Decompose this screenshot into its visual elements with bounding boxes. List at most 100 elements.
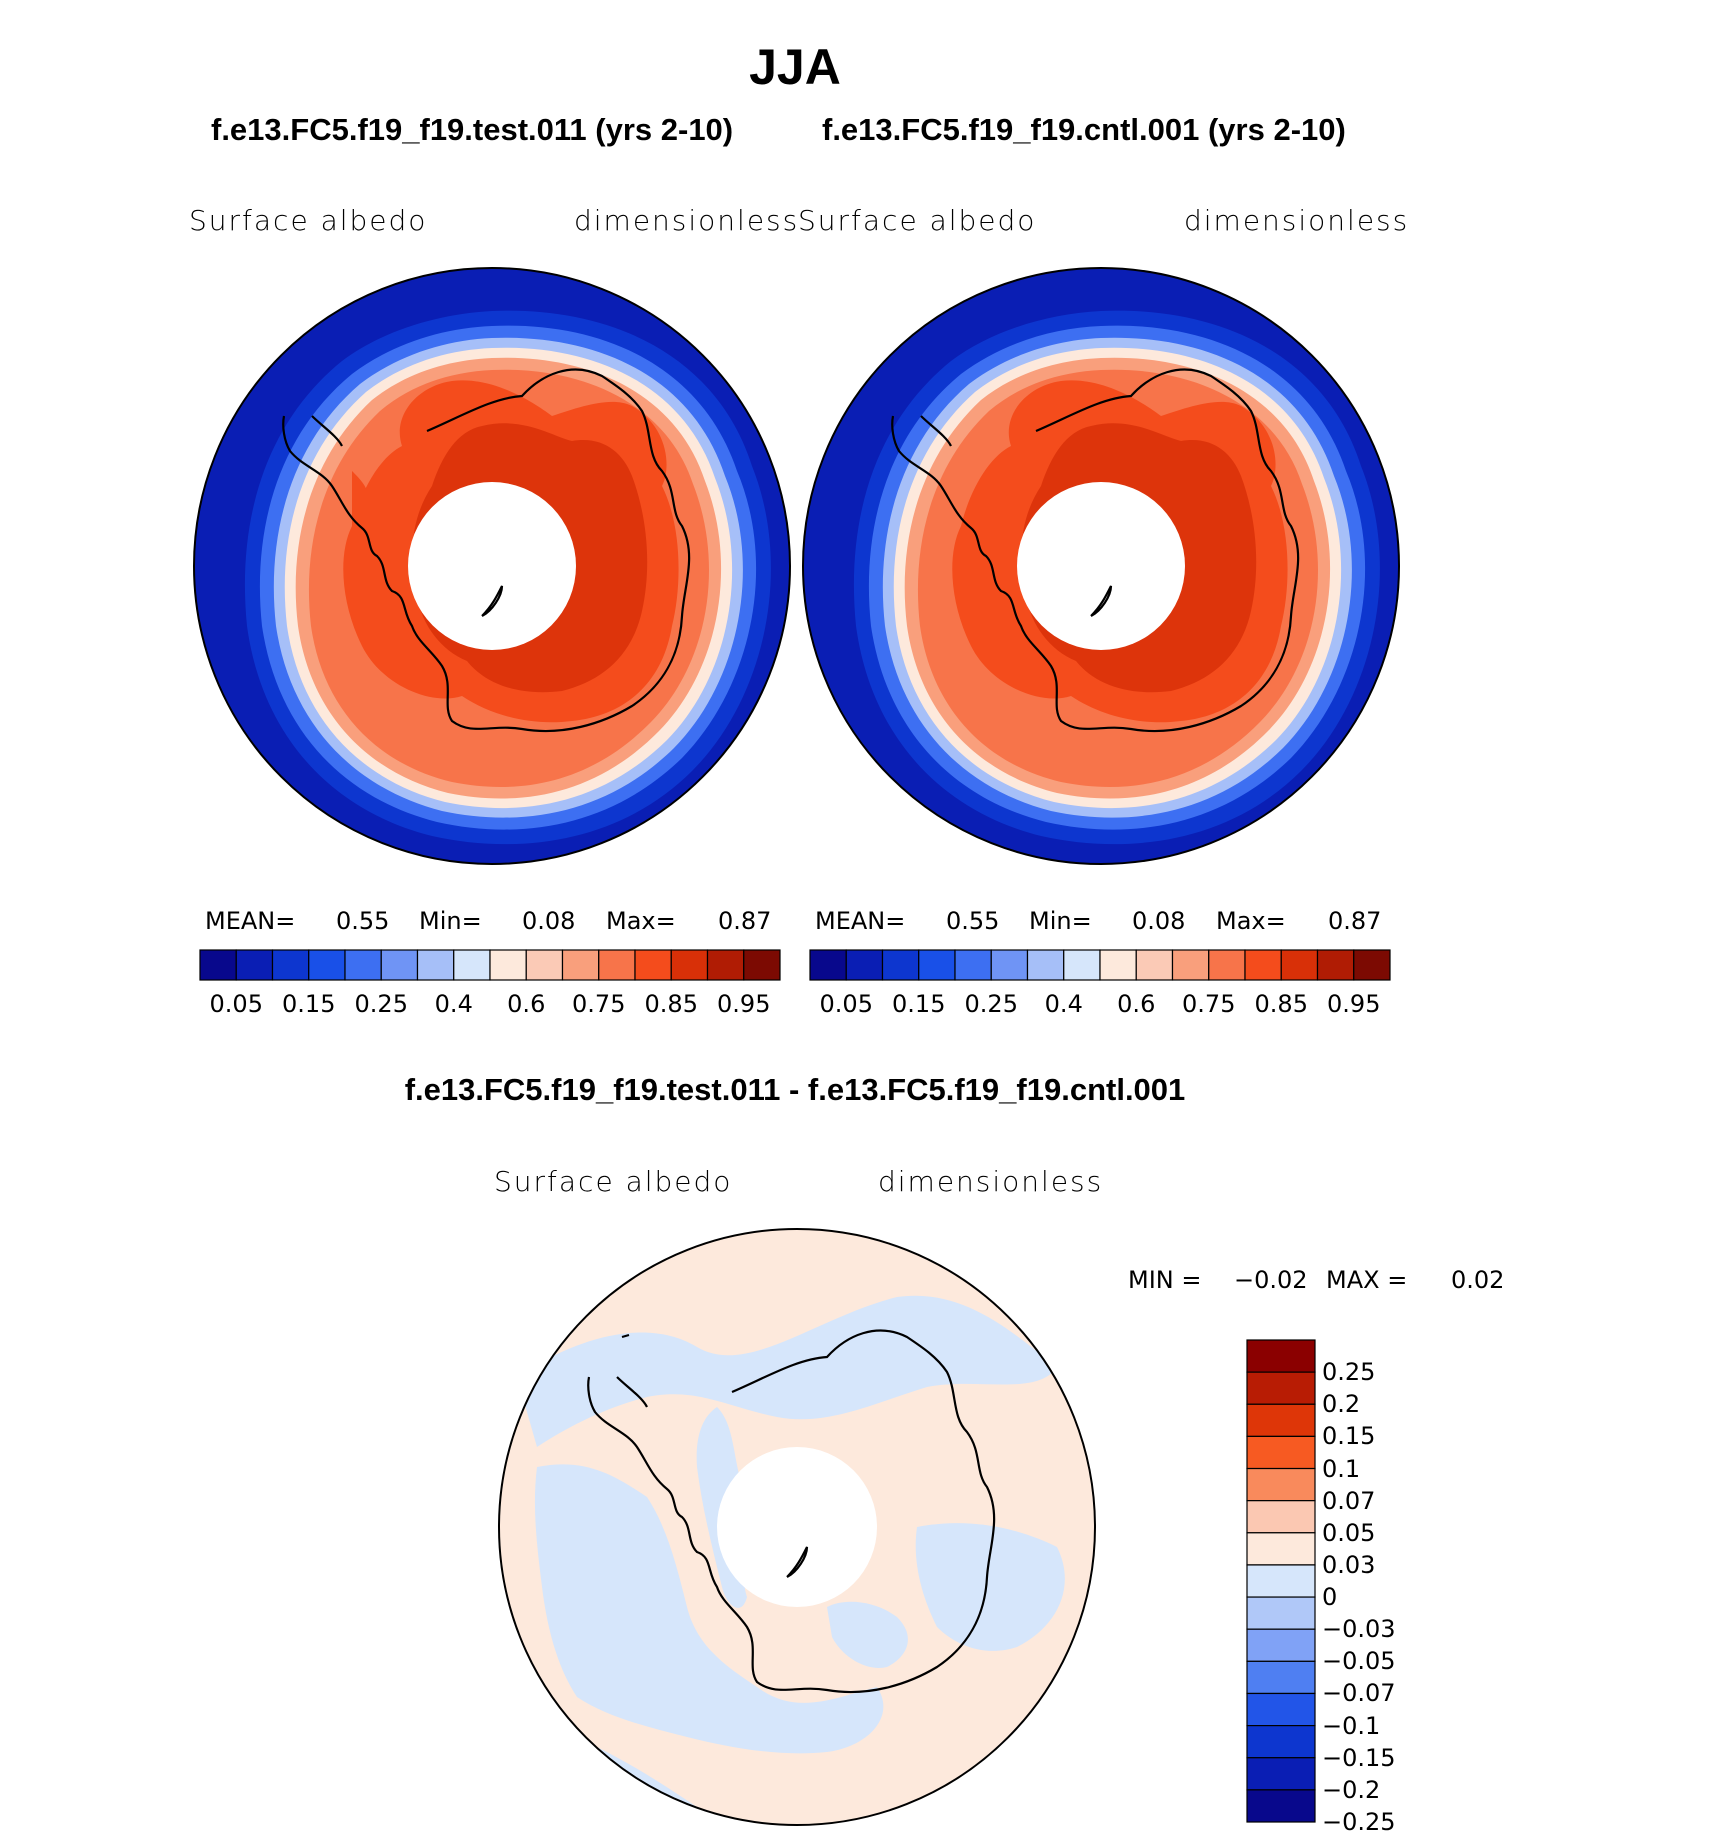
colorbar-cntl-swatch bbox=[1208, 949, 1246, 981]
panel2-units-label: dimensionless bbox=[1184, 204, 1410, 237]
colorbar-difference-tick-label: 0.07 bbox=[1322, 1486, 1376, 1515]
colorbar-difference-swatch bbox=[1246, 1435, 1316, 1470]
figure-title: JJA bbox=[749, 39, 841, 95]
colorbar-difference-swatch bbox=[1246, 1660, 1316, 1695]
colorbar-test bbox=[199, 949, 781, 981]
colorbar-cntl-tick-label: 0.05 bbox=[819, 990, 873, 1018]
difference-title: f.e13.FC5.f19_f19.test.011 - f.e13.FC5.f… bbox=[404, 1072, 1186, 1107]
colorbar-difference-swatch bbox=[1246, 1564, 1316, 1598]
colorbar-cntl-swatch bbox=[918, 949, 956, 981]
colorbar-cntl-tick-label: 0.4 bbox=[1044, 990, 1083, 1018]
panel1-units-label: dimensionless bbox=[574, 204, 800, 237]
colorbar-difference-tick-label: −0.1 bbox=[1322, 1711, 1381, 1740]
colorbar-cntl-swatch bbox=[1171, 949, 1210, 981]
colorbar-cntl-swatch bbox=[1063, 949, 1101, 981]
colorbar-test-swatch bbox=[380, 949, 419, 981]
panel1-mean-value: 0.55 bbox=[336, 907, 390, 935]
colorbar-difference bbox=[1246, 1339, 1316, 1823]
colorbar-test-swatch bbox=[598, 949, 636, 981]
colorbar-test-swatch bbox=[308, 949, 346, 981]
colorbar-difference-tick-label: 0.25 bbox=[1322, 1358, 1376, 1387]
panel2-max-value: 0.87 bbox=[1328, 907, 1382, 935]
panel2-mean-value: 0.55 bbox=[946, 907, 1000, 935]
colorbar-difference-tick-label: 0.2 bbox=[1322, 1390, 1361, 1419]
colorbar-difference-swatch bbox=[1246, 1371, 1316, 1405]
colorbar-test-tick-label: 0.75 bbox=[572, 990, 626, 1018]
colorbar-cntl-swatch bbox=[881, 949, 920, 981]
colorbar-cntl-tick-label: 0.95 bbox=[1327, 990, 1381, 1018]
panel1-variable-label: Surface albedo bbox=[189, 204, 428, 237]
colorbar-test-swatch bbox=[634, 949, 672, 981]
polar-map-cntl bbox=[802, 267, 1400, 865]
colorbar-cntl bbox=[809, 949, 1391, 981]
colorbar-difference-swatch bbox=[1246, 1757, 1316, 1791]
colorbar-test-swatch bbox=[199, 949, 237, 981]
colorbar-difference-swatch bbox=[1246, 1532, 1316, 1566]
colorbar-test-swatch bbox=[489, 949, 527, 981]
colorbar-test-tick-label: 0.25 bbox=[354, 990, 408, 1018]
colorbar-difference-swatch bbox=[1246, 1500, 1316, 1534]
colorbar-difference-swatch bbox=[1246, 1692, 1316, 1727]
colorbar-cntl-tick-label: 0.85 bbox=[1254, 990, 1308, 1018]
colorbar-cntl-tick-label: 0.75 bbox=[1182, 990, 1236, 1018]
panel1-mean-label: MEAN= bbox=[205, 907, 296, 935]
difference-variable-label: Surface albedo bbox=[494, 1165, 733, 1198]
panel2-mean-label: MEAN= bbox=[815, 907, 906, 935]
colorbar-test-tick-label: 0.4 bbox=[434, 990, 473, 1018]
difference-max-label: MAX = bbox=[1326, 1266, 1408, 1294]
colorbar-difference-swatch bbox=[1246, 1725, 1316, 1759]
colorbar-test-tick-label: 0.85 bbox=[644, 990, 698, 1018]
polar-map-test bbox=[193, 267, 791, 865]
colorbar-test-swatch bbox=[525, 949, 564, 981]
colorbar-difference-tick-label: −0.15 bbox=[1322, 1743, 1396, 1772]
colorbar-test-tick-label: 0.15 bbox=[282, 990, 336, 1018]
colorbar-test-swatch bbox=[344, 949, 382, 981]
colorbar-cntl-swatch bbox=[1244, 949, 1282, 981]
colorbar-test-swatch bbox=[416, 949, 455, 981]
colorbar-test-tick-label: 0.6 bbox=[507, 990, 546, 1018]
colorbar-test-swatch bbox=[235, 949, 274, 981]
colorbar-difference-swatch bbox=[1246, 1628, 1316, 1662]
colorbar-test-swatch bbox=[670, 949, 709, 981]
colorbar-cntl-swatch bbox=[954, 949, 992, 981]
difference-min-value: −0.02 bbox=[1234, 1266, 1308, 1294]
colorbar-cntl-ticks: 0.05 0.15 0.25 0.4 0.6 0.75 0.85 0.95 bbox=[810, 990, 1390, 1020]
panel1-max-value: 0.87 bbox=[718, 907, 772, 935]
colorbar-difference-tick-label: −0.2 bbox=[1322, 1775, 1381, 1804]
colorbar-test-swatch bbox=[453, 949, 491, 981]
colorbar-test-ticks: 0.05 0.15 0.25 0.4 0.6 0.75 0.85 0.95 bbox=[200, 990, 780, 1020]
colorbar-difference-tick-label: −0.03 bbox=[1322, 1615, 1396, 1644]
panel2-min-value: 0.08 bbox=[1132, 907, 1186, 935]
colorbar-difference-swatch bbox=[1246, 1403, 1316, 1438]
panel2-max-label: Max= bbox=[1216, 907, 1286, 935]
colorbar-difference-tick-label: 0.1 bbox=[1322, 1454, 1361, 1483]
difference-max-value: 0.02 bbox=[1451, 1266, 1505, 1294]
case-title-test: f.e13.FC5.f19_f19.test.011 (yrs 2-10) bbox=[211, 112, 734, 147]
colorbar-difference-swatch bbox=[1246, 1339, 1316, 1373]
colorbar-test-swatch bbox=[706, 949, 745, 981]
colorbar-cntl-tick-label: 0.15 bbox=[892, 990, 946, 1018]
colorbar-difference-tick-label: −0.07 bbox=[1322, 1679, 1396, 1708]
colorbar-cntl-swatch bbox=[990, 949, 1029, 981]
colorbar-difference-tick-label: 0.15 bbox=[1322, 1422, 1376, 1451]
colorbar-test-tick-label: 0.05 bbox=[209, 990, 263, 1018]
colorbar-cntl-swatch bbox=[809, 949, 847, 981]
colorbar-test-swatch bbox=[561, 949, 600, 981]
colorbar-test-swatch bbox=[743, 949, 781, 981]
colorbar-difference-tick-label: 0.05 bbox=[1322, 1518, 1376, 1547]
colorbar-difference-tick-label: −0.05 bbox=[1322, 1647, 1396, 1676]
difference-units-label: dimensionless bbox=[878, 1165, 1104, 1198]
colorbar-cntl-tick-label: 0.6 bbox=[1117, 990, 1156, 1018]
panel1-min-value: 0.08 bbox=[522, 907, 576, 935]
colorbar-difference-tick-label: 0 bbox=[1322, 1583, 1338, 1612]
colorbar-cntl-swatch bbox=[1135, 949, 1174, 981]
colorbar-test-swatch bbox=[271, 949, 310, 981]
polar-map-difference bbox=[498, 1228, 1096, 1826]
colorbar-cntl-swatch bbox=[1280, 949, 1319, 981]
colorbar-cntl-swatch bbox=[1099, 949, 1137, 981]
colorbar-difference-swatch bbox=[1246, 1596, 1316, 1630]
colorbar-test-tick-label: 0.95 bbox=[717, 990, 771, 1018]
colorbar-cntl-swatch bbox=[1316, 949, 1355, 981]
colorbar-cntl-swatch bbox=[1026, 949, 1065, 981]
colorbar-difference-tick-label: 0.03 bbox=[1322, 1550, 1376, 1579]
